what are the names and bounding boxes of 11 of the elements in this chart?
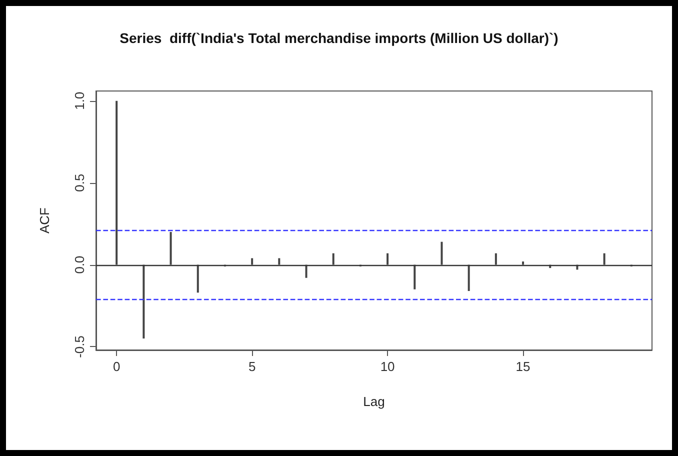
y-axis-title: ACF — [37, 207, 52, 234]
x-tick-label: 0 — [112, 359, 120, 374]
y-tick-label: 0.5 — [72, 174, 87, 192]
y-tick-label: -0.5 — [72, 336, 87, 358]
y-tick-label: 0.0 — [72, 256, 87, 274]
x-tick-label: 10 — [380, 359, 395, 374]
x-axis-title: Lag — [363, 394, 385, 409]
y-tick-label: 1.0 — [72, 92, 87, 110]
chart-title: Series diff(`India's Total merchandise imports (Million US dollar)`) — [120, 30, 558, 46]
x-tick-label: 15 — [516, 359, 530, 374]
x-tick-label: 5 — [248, 359, 256, 374]
